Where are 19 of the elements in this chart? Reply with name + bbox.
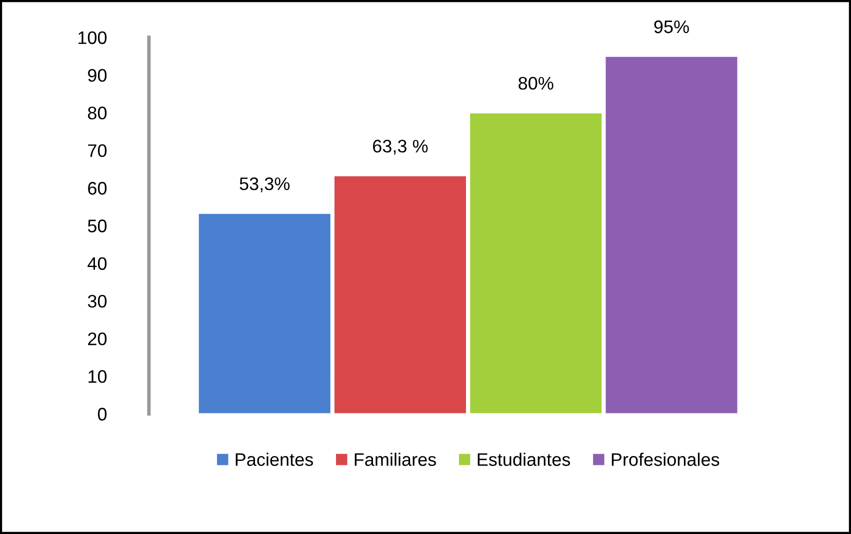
y-tick-label: 0 [98, 408, 107, 421]
data-label: 63,3 % [373, 140, 428, 155]
y-tick-label: 90 [88, 68, 107, 82]
y-tick-label: 80 [88, 106, 107, 120]
y-tick-label: 60 [88, 182, 107, 195]
y-tick-label: 50 [88, 220, 107, 232]
y-tick-label: 10 [88, 370, 107, 383]
y-tick-label: 40 [88, 257, 107, 270]
data-label: 95% [654, 20, 689, 34]
legend-label: Pacientes [236, 452, 313, 466]
legend-label: Familiares [354, 452, 436, 466]
y-tick-label: 20 [88, 332, 107, 346]
data-label: 53,3% [240, 177, 290, 192]
y-tick-label: 70 [88, 144, 107, 158]
legend-label: Profesionales [612, 452, 720, 466]
y-tick-label: 100 [78, 31, 107, 44]
legend-label: Estudiantes [478, 452, 570, 466]
y-tick-label: 30 [88, 294, 107, 308]
data-label: 80% [518, 76, 554, 90]
